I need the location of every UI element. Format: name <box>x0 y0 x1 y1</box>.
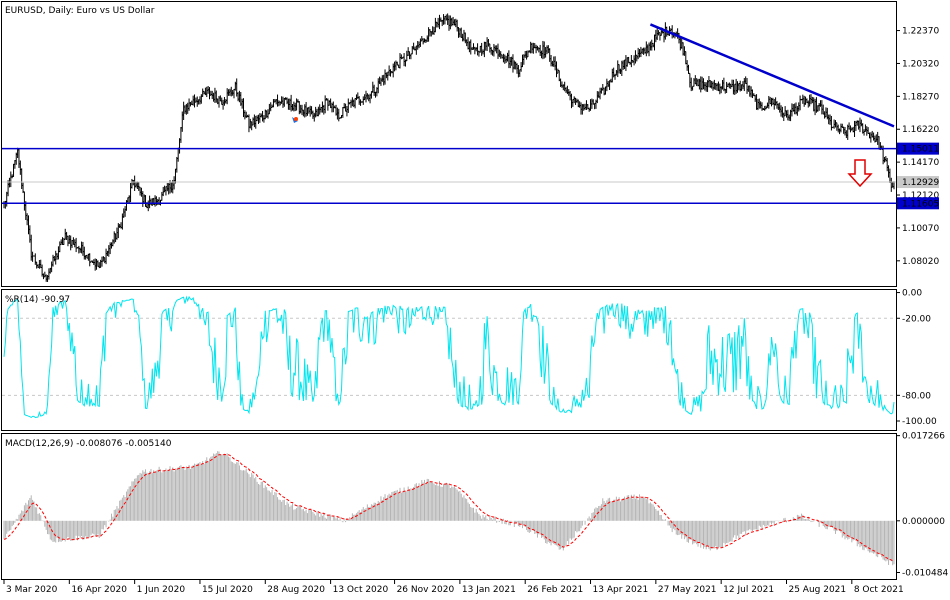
price-panel[interactable]: 1.22370 1.20320 1.18270 1.16220 1.14170 1.121… <box>1 1 940 287</box>
williams-r-levels <box>2 317 896 396</box>
price-chart-title: EURUSD, Daily: Euro vs US Dollar <box>5 6 155 16</box>
down-arrow-shape <box>847 159 873 188</box>
trend-line <box>649 23 895 128</box>
price-tick-label: 1.22370 <box>902 27 939 37</box>
time-tick-label: 1 Jun 2020 <box>137 585 186 595</box>
williams-r-tick-label: -100.00 <box>902 417 937 427</box>
williams-r-panel[interactable]: 0.00 -20.00 -80.00 -100.00 %R(14) -90.97 <box>1 289 938 431</box>
cursor-dot <box>294 117 298 121</box>
williams-r-tick-label: -20.00 <box>902 314 931 324</box>
down-arrow-icon <box>847 159 873 188</box>
price-panel-border <box>1 1 897 287</box>
price-tick-label: 1.12120 <box>902 191 939 201</box>
price-levels <box>2 23 896 205</box>
time-tick-label: 26 Feb 2021 <box>527 585 583 595</box>
williams-r-panel-border <box>1 289 897 431</box>
price-tick-label: 1.18270 <box>902 92 939 102</box>
williams-r-tick-label: -80.00 <box>902 391 931 401</box>
time-tick-label: 28 Aug 2020 <box>267 585 325 595</box>
macd-histogram <box>3 451 895 566</box>
time-tick-label: 12 Jul 2021 <box>723 585 774 595</box>
time-axis: 3 Mar 2020 16 Apr 2020 1 Jun 2020 15 Jul 20… <box>3 580 904 595</box>
price-tick-label: 1.20320 <box>902 59 939 69</box>
price-tick-label: 1.16220 <box>902 125 939 135</box>
price-axis: 1.22370 1.20320 1.18270 1.16220 1.14170 1.121… <box>896 27 939 267</box>
price-level-label-box <box>897 142 939 155</box>
cursor-icon <box>292 117 298 123</box>
time-tick-label: 13 Oct 2020 <box>333 585 389 595</box>
time-tick-label: 3 Mar 2020 <box>6 585 58 595</box>
macd-title: MACD(12,26,9) -0.008076 -0.005140 <box>5 439 172 449</box>
price-level-label: 1.11605 <box>902 199 939 209</box>
williams-r-title: %R(14) -90.97 <box>5 295 70 305</box>
time-tick-label: 13 Jan 2021 <box>462 585 516 595</box>
time-tick-label: 25 Aug 2021 <box>788 585 846 595</box>
price-tick-label: 1.14170 <box>902 158 939 168</box>
macd-tick-label: -0.010484 <box>902 569 948 579</box>
price-level-label: 1.12929 <box>902 178 939 188</box>
price-candles <box>3 13 895 282</box>
time-tick-label: 8 Oct 2021 <box>854 585 904 595</box>
macd-panel[interactable]: 0.017266 0.000000 -0.010484 MACD(12,26,9) … <box>1 432 949 580</box>
price-tick-label: 1.10070 <box>902 224 939 234</box>
time-tick-label: 13 Apr 2021 <box>593 585 649 595</box>
price-level-label-box <box>897 197 939 210</box>
williams-r-tick-label: 0.00 <box>902 289 922 299</box>
macd-tick-label: 0.000000 <box>902 517 945 527</box>
time-tick-label: 27 May 2021 <box>658 585 717 595</box>
macd-axis: 0.017266 0.000000 -0.010484 <box>896 432 948 579</box>
macd-tick-label: 0.017266 <box>902 432 945 442</box>
time-tick-label: 26 Nov 2020 <box>397 585 455 595</box>
williams-r-line <box>3 295 895 419</box>
price-level-label-box <box>897 176 939 189</box>
time-tick-label: 15 Jul 2020 <box>202 585 253 595</box>
time-tick-label: 16 Apr 2020 <box>71 585 127 595</box>
macd-panel-border <box>1 433 897 580</box>
williams-r-axis: 0.00 -20.00 -80.00 -100.00 <box>896 289 937 427</box>
price-tick-label: 1.08020 <box>902 257 939 267</box>
price-level-label: 1.15011 <box>902 145 939 155</box>
